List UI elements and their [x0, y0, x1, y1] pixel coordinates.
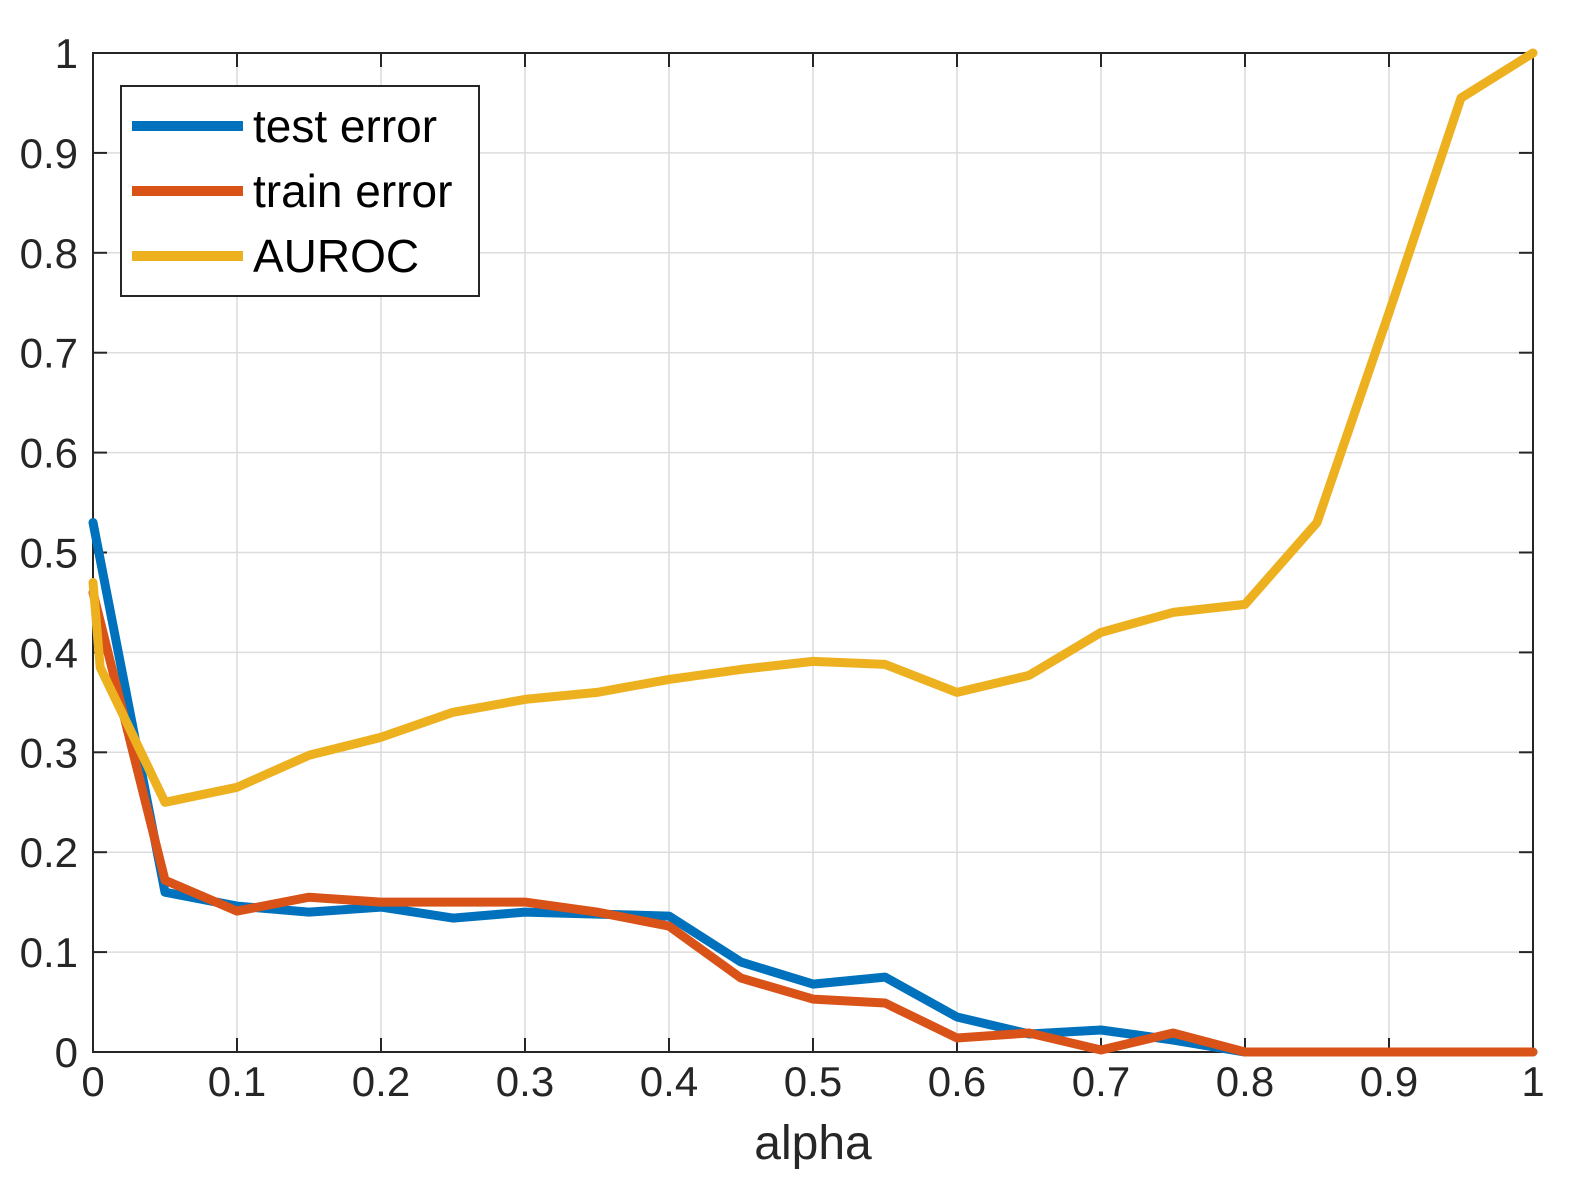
legend-entry-test-error: test error [122, 94, 478, 158]
x-tick-label: 1 [1521, 1058, 1544, 1105]
y-tick-label: 0.1 [20, 929, 78, 976]
legend-swatch-test-error [132, 120, 243, 131]
legend-entry-train-error: train error [122, 159, 478, 223]
y-tick-label: 1 [55, 30, 78, 77]
x-tick-label: 0.9 [1360, 1058, 1418, 1105]
series-AUROC [88, 48, 1538, 807]
y-tick-label: 0.3 [20, 729, 78, 776]
x-tick-label: 0.4 [640, 1058, 698, 1105]
x-axis-label: alpha [754, 1117, 872, 1170]
legend-swatch-auroc [132, 251, 243, 262]
y-tick-label: 0.4 [20, 629, 78, 676]
y-tick-label: 0.6 [20, 430, 78, 477]
y-tick-label: 0.8 [20, 230, 78, 277]
x-tick-label: 0.8 [1216, 1058, 1274, 1105]
legend-label-test-error: test error [253, 99, 438, 152]
y-tick-label: 0.9 [20, 130, 78, 177]
x-tick-label: 0.3 [496, 1058, 554, 1105]
x-tick-label: 0.2 [352, 1058, 410, 1105]
legend-swatch-train-error [132, 185, 243, 196]
series-train-error [88, 588, 1538, 1057]
legend-label-train-error: train error [253, 164, 453, 217]
legend-entry-auroc: AUROC [122, 224, 478, 288]
x-tick-label: 0.5 [784, 1058, 842, 1105]
x-tick-label: 0.6 [928, 1058, 986, 1105]
x-tick-label: 0 [81, 1058, 104, 1105]
legend-label-auroc: AUROC [253, 230, 420, 283]
y-tick-label: 0.7 [20, 330, 78, 377]
x-tick-label: 0.7 [1072, 1058, 1130, 1105]
y-tick-label: 0.2 [20, 829, 78, 876]
legend: test error train error AUROC [120, 85, 480, 297]
x-tick-label: 0.1 [208, 1058, 266, 1105]
y-tick-label: 0 [55, 1029, 78, 1076]
y-tick-label: 0.5 [20, 530, 78, 577]
